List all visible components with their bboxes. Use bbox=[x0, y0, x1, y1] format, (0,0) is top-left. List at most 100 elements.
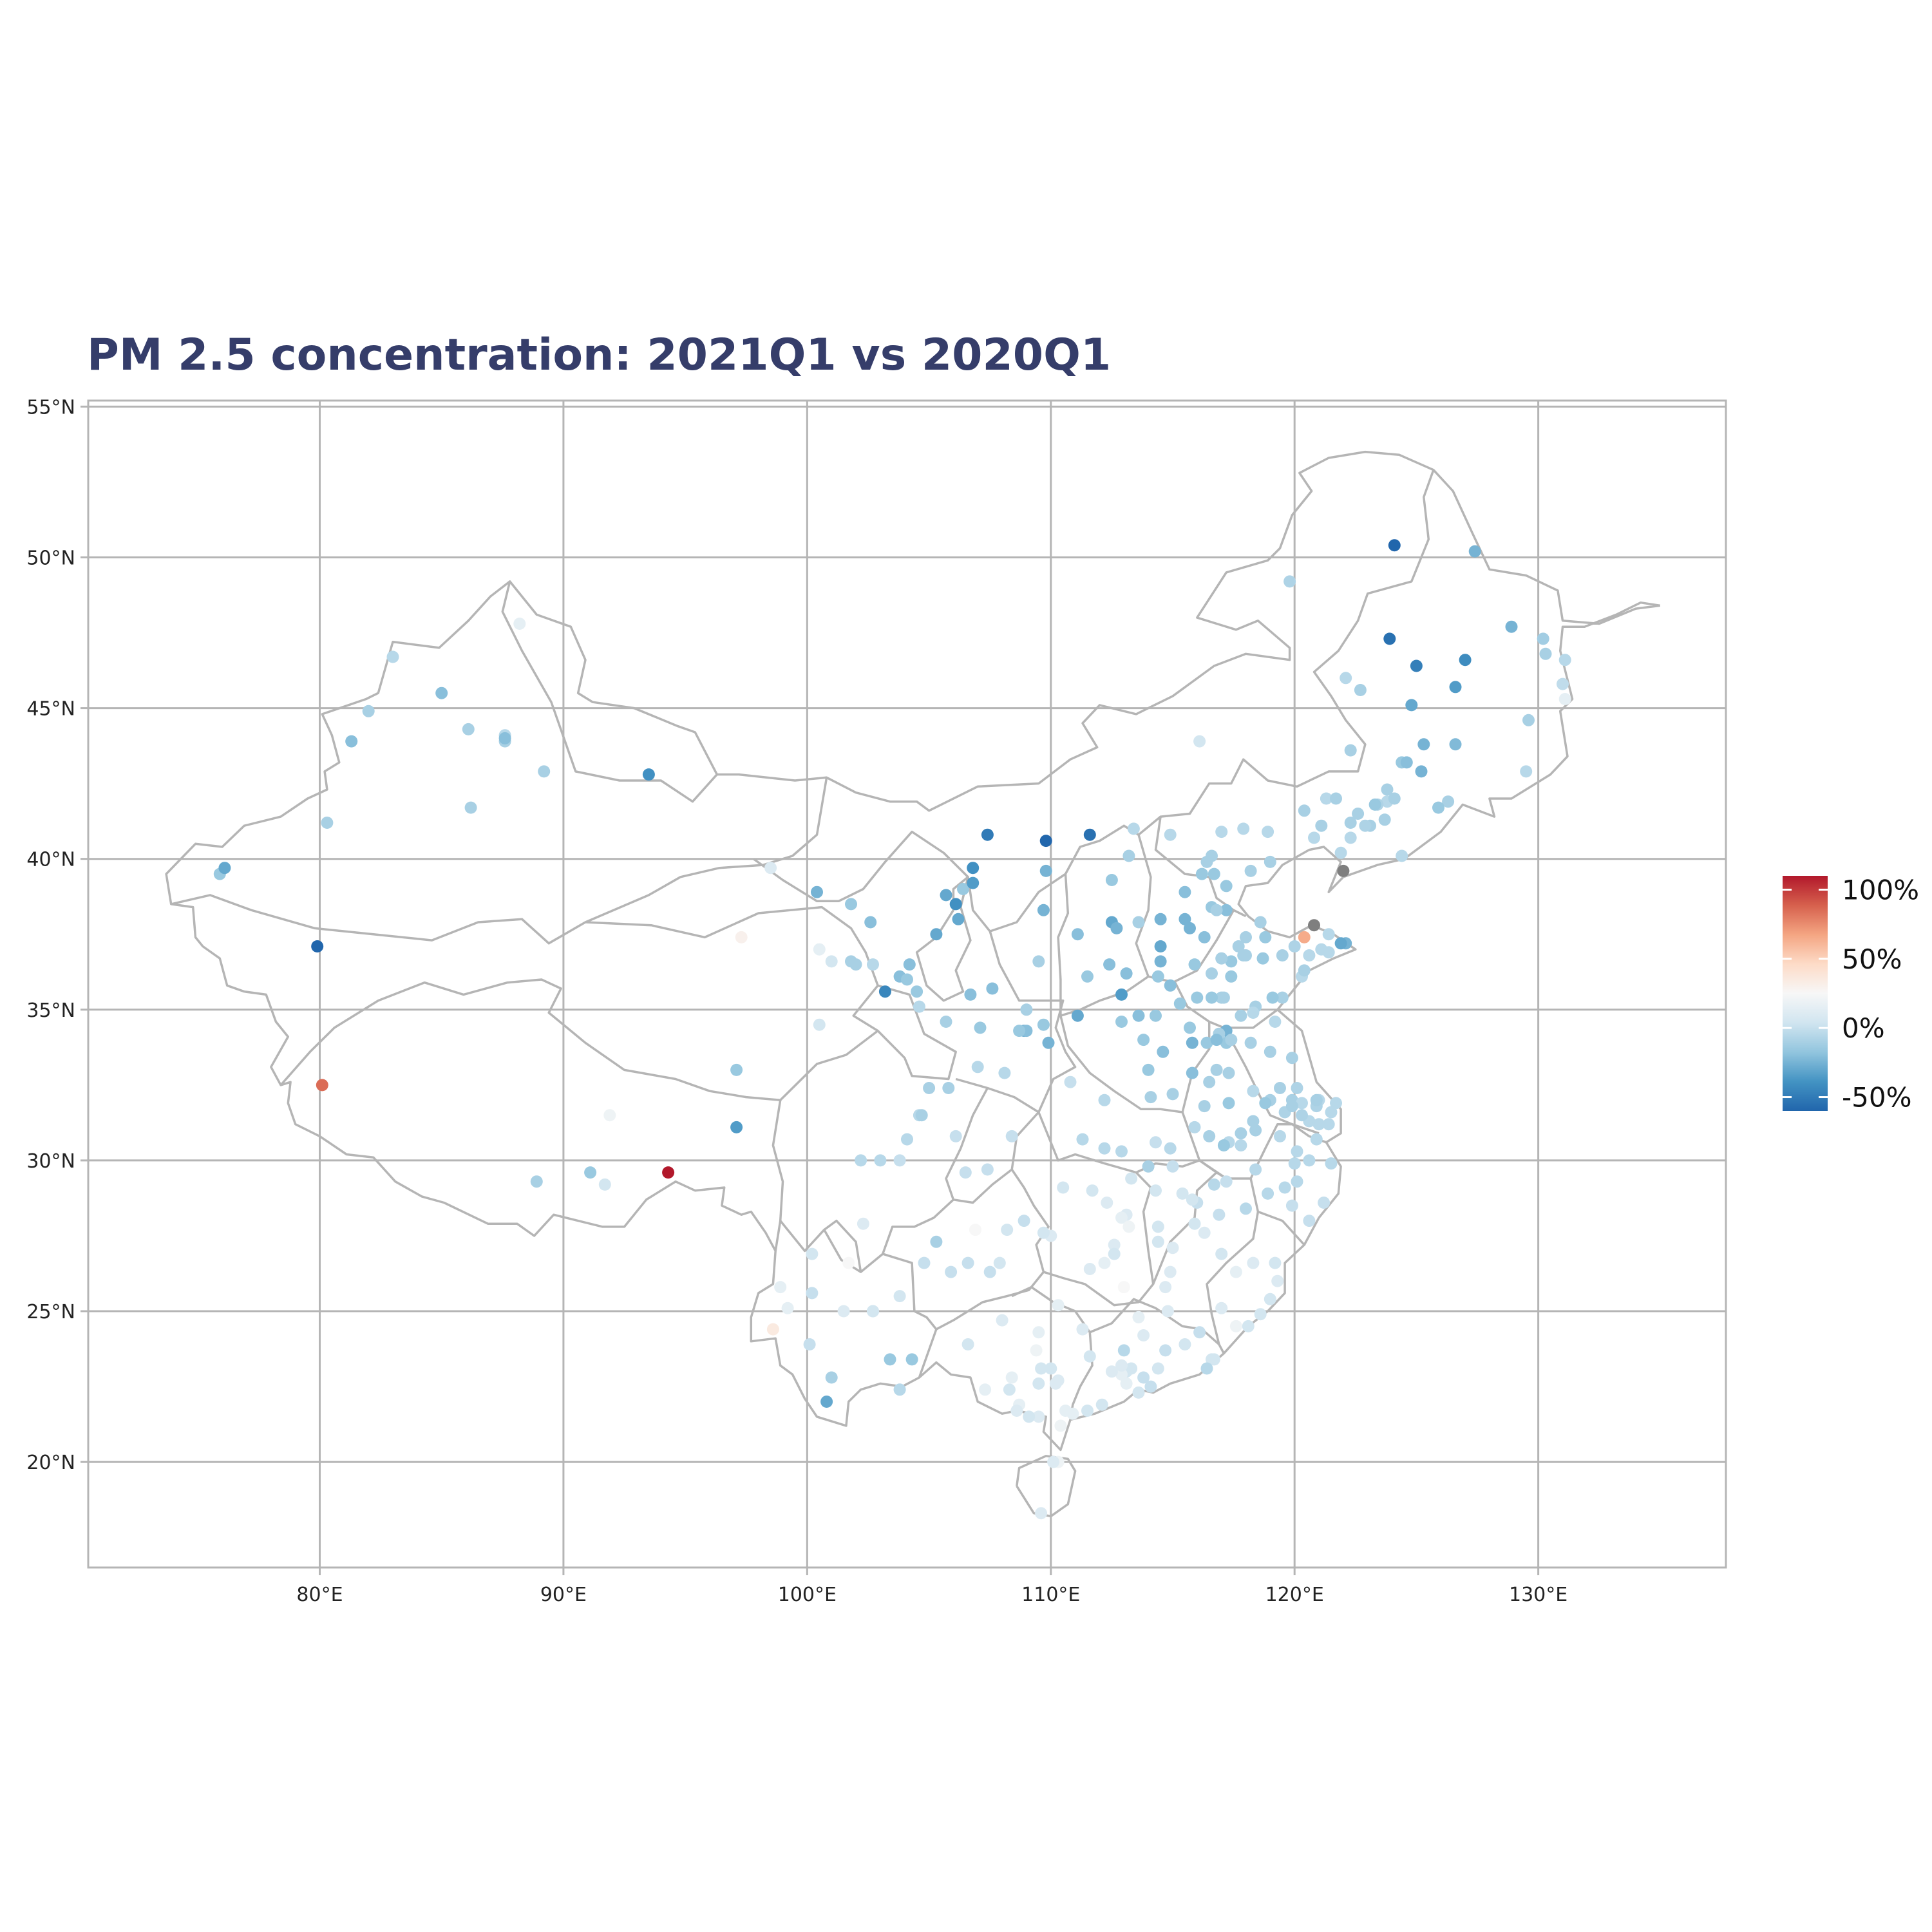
station-point bbox=[1315, 819, 1328, 832]
station-point bbox=[942, 1082, 955, 1094]
station-point bbox=[1242, 1320, 1255, 1332]
station-point bbox=[1269, 1256, 1282, 1269]
station-point bbox=[1235, 1127, 1247, 1140]
station-point bbox=[1200, 1036, 1213, 1049]
station-point bbox=[1115, 1368, 1128, 1381]
station-point bbox=[498, 732, 511, 744]
station-point bbox=[1042, 1036, 1055, 1049]
station-point bbox=[1271, 1274, 1284, 1287]
station-point bbox=[603, 1109, 616, 1122]
station-point bbox=[930, 928, 943, 941]
station-point bbox=[1442, 795, 1455, 808]
station-point bbox=[1200, 1362, 1213, 1375]
station-point bbox=[1179, 1338, 1191, 1350]
station-point bbox=[1320, 792, 1332, 805]
station-point bbox=[820, 1396, 833, 1408]
station-point bbox=[1035, 1507, 1048, 1520]
station-point bbox=[1285, 1100, 1298, 1113]
station-point bbox=[1247, 1007, 1260, 1019]
station-point bbox=[1337, 864, 1350, 877]
station-point bbox=[1150, 1009, 1162, 1022]
station-point bbox=[1125, 1172, 1138, 1185]
station-point bbox=[345, 735, 358, 748]
station-point bbox=[878, 985, 891, 998]
station-point bbox=[1322, 1118, 1335, 1131]
station-point bbox=[1137, 1371, 1150, 1384]
station-point bbox=[813, 943, 826, 956]
station-point bbox=[864, 916, 877, 929]
station-point bbox=[1142, 1063, 1155, 1076]
station-point bbox=[961, 1338, 974, 1350]
province-border bbox=[279, 978, 784, 1251]
x-tick-label: 120°E bbox=[1265, 1584, 1324, 1606]
station-point bbox=[1520, 765, 1533, 778]
station-point bbox=[1030, 1344, 1043, 1357]
station-point bbox=[774, 1281, 787, 1294]
station-point bbox=[1225, 955, 1238, 968]
station-point bbox=[1557, 677, 1569, 690]
station-point bbox=[1240, 931, 1252, 943]
station-point bbox=[918, 1256, 931, 1269]
station-point bbox=[1032, 1377, 1045, 1390]
station-point bbox=[1176, 1187, 1189, 1200]
station-point bbox=[811, 886, 823, 898]
station-point bbox=[1210, 1063, 1223, 1076]
station-point bbox=[845, 898, 857, 911]
province-border bbox=[1011, 1285, 1094, 1420]
station-point bbox=[825, 1371, 838, 1384]
station-point bbox=[911, 985, 923, 998]
station-point bbox=[1179, 886, 1191, 898]
station-point bbox=[1132, 1311, 1145, 1323]
station-point bbox=[1256, 952, 1269, 965]
station-point bbox=[1298, 931, 1311, 943]
station-point bbox=[1388, 792, 1401, 805]
station-point bbox=[1098, 1256, 1111, 1269]
station-point bbox=[1298, 964, 1311, 977]
province-border bbox=[501, 581, 718, 803]
station-point bbox=[1054, 1419, 1067, 1432]
station-point bbox=[1417, 738, 1430, 751]
station-point bbox=[998, 1066, 1011, 1079]
station-point bbox=[1144, 1091, 1157, 1104]
station-point bbox=[893, 1383, 906, 1396]
station-point bbox=[945, 1265, 958, 1278]
station-point bbox=[952, 913, 965, 925]
station-point bbox=[1220, 880, 1233, 893]
station-point bbox=[1115, 1359, 1128, 1372]
station-point bbox=[1381, 783, 1394, 796]
station-point bbox=[1037, 904, 1050, 916]
station-point bbox=[1264, 855, 1276, 868]
station-point bbox=[1115, 1145, 1128, 1158]
station-point bbox=[1247, 1084, 1260, 1097]
y-tick-label: 40°N bbox=[26, 849, 75, 871]
station-point bbox=[386, 650, 399, 663]
station-point bbox=[1222, 1097, 1235, 1110]
station-point bbox=[730, 1121, 743, 1133]
station-point bbox=[1186, 1036, 1198, 1049]
station-point bbox=[1262, 826, 1274, 838]
station-point bbox=[971, 1061, 984, 1074]
y-tick-label: 30°N bbox=[26, 1150, 75, 1173]
station-point bbox=[1005, 1371, 1018, 1384]
station-point bbox=[1303, 1154, 1316, 1167]
station-point bbox=[1378, 813, 1391, 826]
station-point bbox=[1098, 1094, 1111, 1106]
station-point bbox=[1459, 654, 1472, 667]
station-point bbox=[1396, 849, 1408, 862]
station-point bbox=[1151, 970, 1164, 983]
province-border bbox=[1089, 1298, 1225, 1354]
station-point bbox=[362, 705, 375, 717]
station-point bbox=[530, 1175, 543, 1188]
x-tick-label: 100°E bbox=[778, 1584, 837, 1606]
station-point bbox=[1283, 575, 1296, 588]
station-point bbox=[1208, 867, 1220, 880]
station-point bbox=[1210, 904, 1223, 916]
x-tick-label: 110°E bbox=[1021, 1584, 1080, 1606]
station-point bbox=[849, 958, 862, 971]
station-point bbox=[1064, 1075, 1077, 1088]
y-tick-label: 55°N bbox=[26, 396, 75, 419]
station-point bbox=[1449, 738, 1462, 751]
legend-label: 100% bbox=[1842, 874, 1919, 905]
station-point bbox=[1186, 1193, 1198, 1206]
